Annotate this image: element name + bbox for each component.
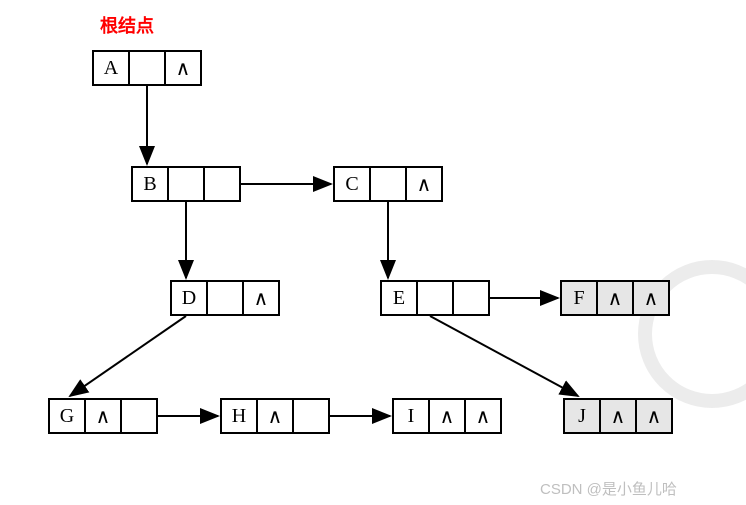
- node-E: E: [380, 280, 490, 316]
- arrow-from-E: [430, 316, 578, 396]
- node-C-cell-0: C: [333, 166, 371, 202]
- node-A-cell-2: ∧: [164, 50, 202, 86]
- node-G-cell-0: G: [48, 398, 86, 434]
- node-I-cell-0: I: [392, 398, 430, 434]
- node-C: C∧: [333, 166, 443, 202]
- node-C-cell-1: [369, 166, 407, 202]
- node-A: A∧: [92, 50, 202, 86]
- arrow-from-D: [70, 316, 186, 396]
- node-B-cell-1: [167, 166, 205, 202]
- node-I-cell-1: ∧: [428, 398, 466, 434]
- node-F-cell-2: ∧: [632, 280, 670, 316]
- node-D-cell-0: D: [170, 280, 208, 316]
- root-label: 根结点: [100, 12, 154, 38]
- node-E-cell-0: E: [380, 280, 418, 316]
- watermark-text: CSDN @是小鱼儿哈: [540, 478, 677, 499]
- node-H-cell-2: [292, 398, 330, 434]
- node-F: F∧∧: [560, 280, 670, 316]
- node-I-cell-2: ∧: [464, 398, 502, 434]
- node-B-cell-0: B: [131, 166, 169, 202]
- node-F-cell-0: F: [560, 280, 598, 316]
- node-H-cell-0: H: [220, 398, 258, 434]
- node-G: G∧: [48, 398, 158, 434]
- node-J-cell-2: ∧: [635, 398, 673, 434]
- node-G-cell-1: ∧: [84, 398, 122, 434]
- node-B: B: [131, 166, 241, 202]
- node-C-cell-2: ∧: [405, 166, 443, 202]
- node-A-cell-1: [128, 50, 166, 86]
- node-D-cell-1: [206, 280, 244, 316]
- node-D-cell-2: ∧: [242, 280, 280, 316]
- node-I: I∧∧: [392, 398, 502, 434]
- node-B-cell-2: [203, 166, 241, 202]
- node-A-cell-0: A: [92, 50, 130, 86]
- node-J: J∧∧: [563, 398, 673, 434]
- node-H-cell-1: ∧: [256, 398, 294, 434]
- node-F-cell-1: ∧: [596, 280, 634, 316]
- node-G-cell-2: [120, 398, 158, 434]
- node-J-cell-1: ∧: [599, 398, 637, 434]
- node-J-cell-0: J: [563, 398, 601, 434]
- node-H: H∧: [220, 398, 330, 434]
- node-E-cell-1: [416, 280, 454, 316]
- node-E-cell-2: [452, 280, 490, 316]
- node-D: D∧: [170, 280, 280, 316]
